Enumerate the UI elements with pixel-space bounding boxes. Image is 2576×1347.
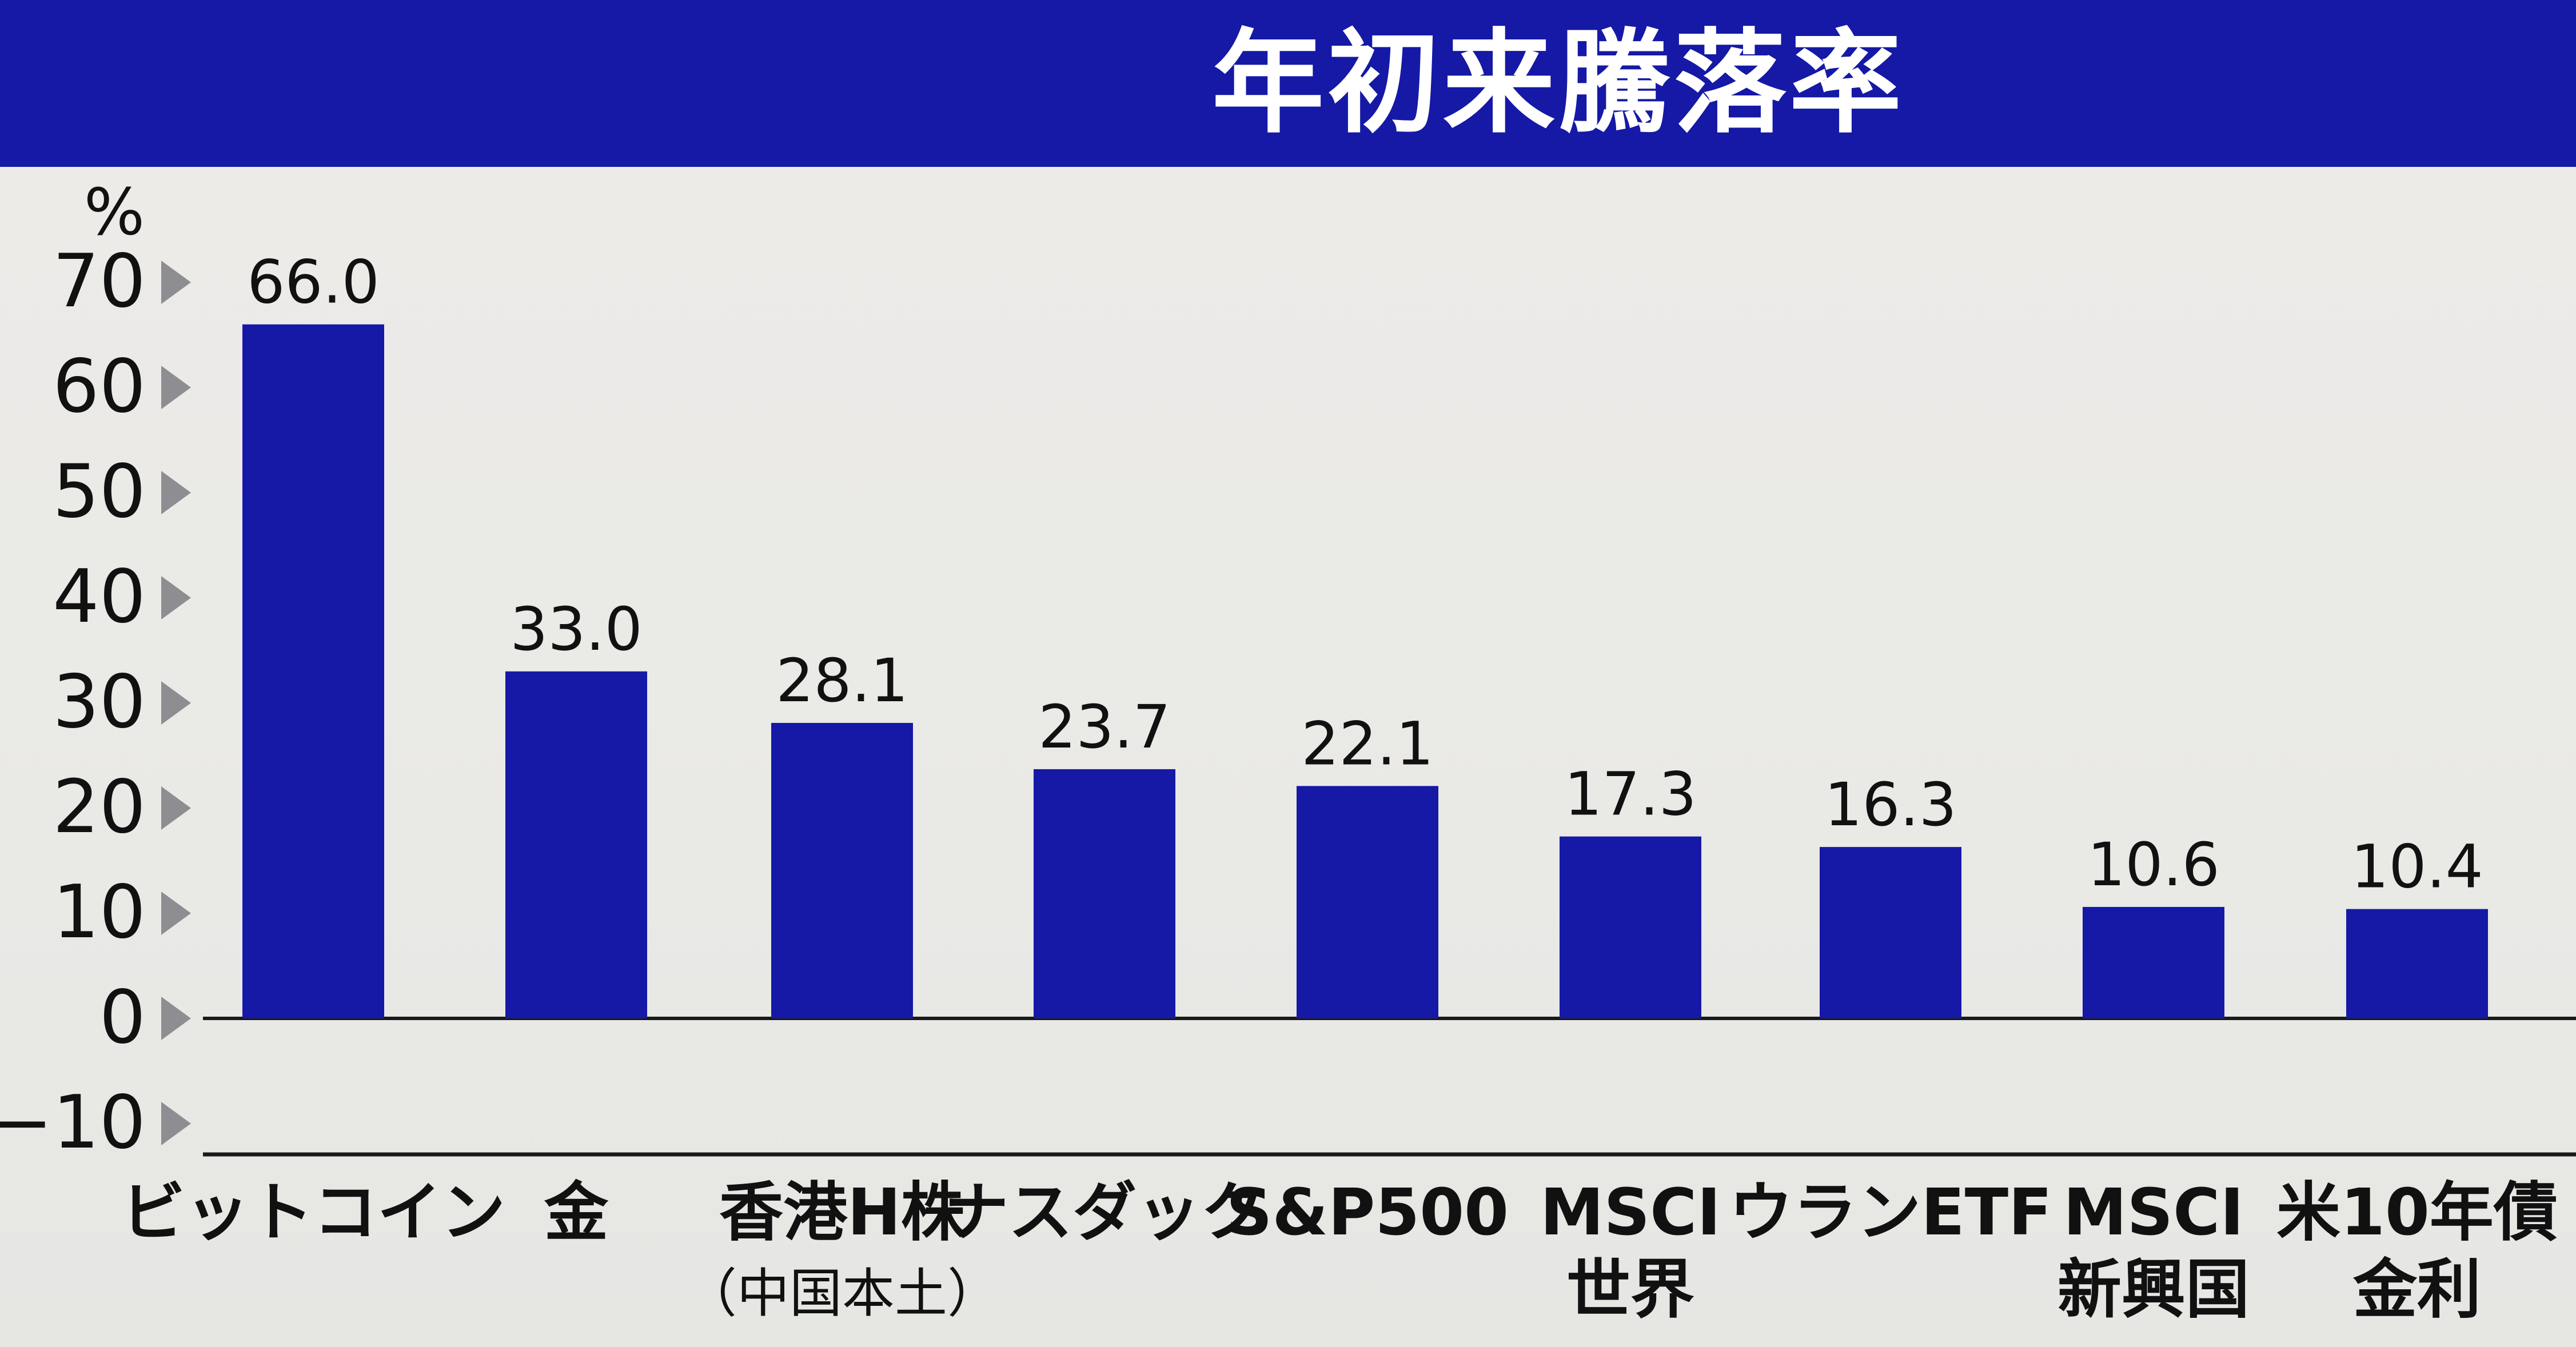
bars-group: [242, 324, 2488, 1018]
y-tick-marker-icon: [161, 681, 191, 725]
y-tick-label: 10: [53, 870, 146, 955]
y-tick-label: 0: [99, 975, 146, 1060]
y-tick-marker-icon: [161, 997, 191, 1040]
chart-title: 年初来騰落率: [1212, 18, 1905, 149]
bar-value-label: 16.3: [1824, 770, 1957, 840]
bar-value-label: 66.0: [247, 247, 380, 317]
axis-group: %70 60 50 40 30 20 10 0 −10: [0, 175, 2576, 1165]
y-tick-marker-icon: [161, 576, 191, 619]
x-category-label: ウランETF: [1729, 1176, 2052, 1250]
x-category-label: MSCI: [2063, 1176, 2244, 1250]
chart-header: 年初来騰落率: [0, 0, 2576, 167]
x-category-label: 香港H株: [719, 1176, 966, 1250]
y-tick-marker-icon: [161, 892, 191, 935]
y-tick-label: −10: [0, 1080, 146, 1165]
y-tick-marker-icon: [161, 366, 191, 409]
y-tick-marker-icon: [161, 1102, 191, 1145]
bar: [1820, 847, 1961, 1018]
bar-value-label: 28.1: [776, 646, 908, 716]
y-tick-marker-icon: [161, 786, 191, 830]
bar: [242, 324, 384, 1018]
x-category-label: 金利: [2352, 1253, 2481, 1327]
x-category-label: 世界: [1566, 1253, 1694, 1327]
bar-value-label: 33.0: [510, 594, 643, 664]
bar-chart: %70 60 50 40 30 20 10 0 −10 66.0 ビットコイン 33.0 金 28.1 香…: [0, 175, 2576, 1327]
x-category-label: 米10年債: [2276, 1176, 2558, 1250]
labels-group: 66.0 ビットコイン 33.0 金 28.1 香港H株 （中国本土） 23.7 ナスダック 22…: [121, 247, 2558, 1327]
y-tick-marker-icon: [161, 261, 191, 304]
y-tick-label: 30: [53, 659, 146, 745]
y-tick-label: 70: [53, 239, 146, 324]
bar-value-label: 10.6: [2087, 830, 2220, 900]
x-category-label: （中国本土）: [684, 1263, 1000, 1324]
bar: [771, 722, 913, 1018]
x-category-label: ナスダック: [944, 1176, 1265, 1250]
y-axis-unit-label: %: [84, 175, 145, 250]
bar: [1034, 769, 1175, 1018]
y-tick-label: 50: [53, 449, 146, 534]
y-tick-label: 40: [53, 554, 146, 639]
bar-value-label: 22.1: [1301, 709, 1434, 778]
bar: [1560, 836, 1701, 1018]
x-category-label: 金: [544, 1176, 609, 1250]
x-category-label: S&P500: [1226, 1176, 1509, 1250]
x-category-label: MSCI: [1540, 1176, 1721, 1250]
bar: [2083, 906, 2224, 1018]
x-category-label: 新興国: [2057, 1253, 2250, 1327]
y-tick-label: 60: [53, 344, 146, 429]
bar: [2346, 909, 2488, 1018]
bar: [1297, 786, 1438, 1018]
x-category-label: ビットコイン: [121, 1176, 505, 1250]
plot-area: % 70 60 50 40 30 20 10 0 −10 66.0 ビットコイン 33.0 金 28.1 香…: [0, 167, 2576, 1347]
y-tick-marker-icon: [161, 471, 191, 514]
bar-value-label: 23.7: [1038, 692, 1171, 762]
y-tick-label: 20: [53, 765, 146, 850]
bar-value-label: 17.3: [1564, 760, 1697, 829]
bar: [505, 671, 647, 1018]
bar-value-label: 10.4: [2351, 832, 2483, 902]
